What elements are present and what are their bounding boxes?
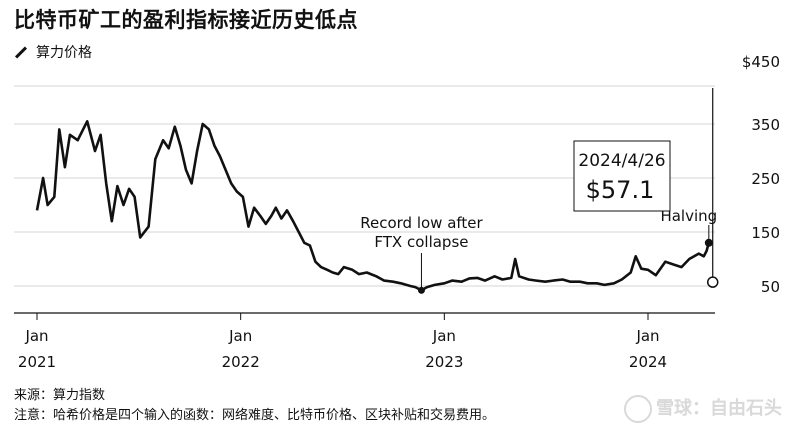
methodology-note: 注意：哈希价格是四个输入的函数：网络难度、比特币价格、区块补贴和交易费用。: [14, 408, 496, 423]
y-tick-label: 50: [761, 278, 780, 296]
series-line: [35, 120, 711, 292]
y-tick-label: 250: [751, 170, 780, 188]
x-tick-month: Jan: [635, 327, 659, 345]
subtitle-label: 算力价格: [36, 45, 92, 61]
x-tick-month: Jan: [24, 327, 48, 345]
halving-marker: [704, 238, 713, 247]
latest-value-box: [573, 140, 671, 212]
watermark: 雪球：自由石头: [624, 394, 782, 423]
y-tick-label: $450: [742, 53, 780, 71]
latest-value-label: $57.1: [586, 176, 655, 204]
halving-annotation: Halving: [660, 207, 717, 225]
latest-date-label: 2024/4/26: [578, 151, 665, 171]
x-tick-month: Jan: [432, 327, 456, 345]
watermark-text: 雪球：自由石头: [656, 398, 782, 419]
chart-subtitle: 算力价格: [14, 42, 92, 62]
y-tick-label: 350: [751, 116, 780, 134]
ftx-annotation-line2: FTX collapse: [374, 233, 468, 251]
x-tick-month: Jan: [228, 327, 252, 345]
x-tick-year: 2021: [18, 353, 56, 371]
latest-marker: [706, 276, 719, 288]
y-tick-label: 150: [751, 224, 780, 242]
ftx-annotation-line1: Record low after: [360, 214, 483, 232]
source-note: 来源：算力指数: [14, 388, 106, 403]
snowball-logo-icon: [624, 395, 652, 423]
x-tick-year: 2023: [425, 353, 463, 371]
x-tick-year: 2024: [629, 353, 667, 371]
ftx-marker: [417, 286, 425, 294]
x-tick-year: 2022: [222, 353, 260, 371]
chart-title: 比特币矿工的盈利指标接近历史低点: [14, 8, 358, 32]
